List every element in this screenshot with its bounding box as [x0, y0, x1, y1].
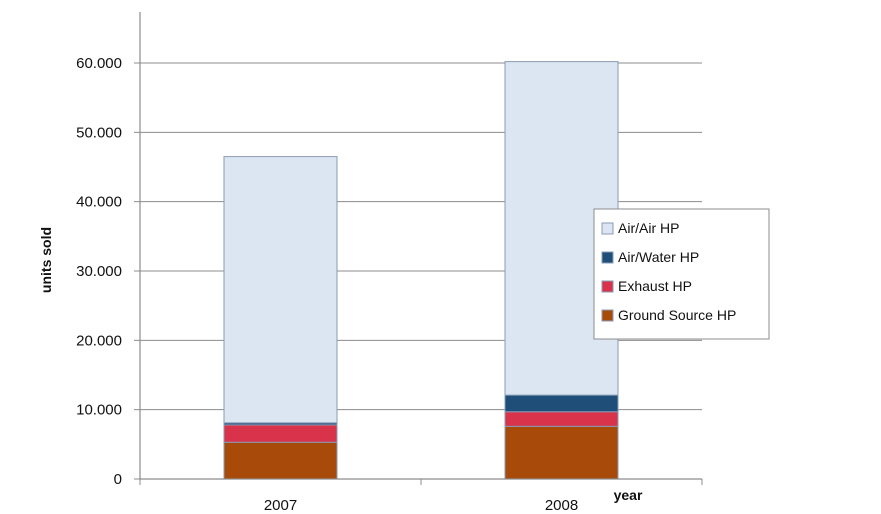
y-tick-label-1: 10.000 — [76, 402, 122, 419]
bar-2008-air-water-hp — [504, 394, 619, 413]
y-tick-label-0: 0 — [114, 471, 122, 488]
x-tick-label-0: 2007 — [264, 497, 297, 514]
legend-swatch-ground-source-hp — [601, 309, 614, 322]
legend: Air/Air HP Air/Water HP Exhaust HP Ground S… — [593, 208, 770, 340]
x-axis-title: year — [614, 487, 643, 503]
y-axis-title: units sold — [38, 227, 54, 293]
y-tick-label-3: 30.000 — [76, 263, 122, 280]
y-tick-label-6: 60.000 — [76, 55, 122, 72]
y-tick-label-2: 20.000 — [76, 332, 122, 349]
bars — [223, 61, 619, 480]
x-tick-labels: 2007 2008 — [264, 497, 578, 514]
legend-label-air-air-hp: Air/Air HP — [618, 220, 679, 236]
bar-2008-ground-source-hp — [504, 425, 619, 480]
bar-2007-ground-source-hp — [223, 441, 338, 480]
bar-2008-exhaust-hp — [504, 411, 619, 427]
legend-label-air-water-hp: Air/Water HP — [618, 249, 699, 265]
legend-box — [593, 208, 770, 340]
legend-swatch-air-water-hp — [601, 251, 614, 264]
axes — [134, 12, 703, 485]
x-tick-label-1: 2008 — [545, 497, 578, 514]
bar-2007-exhaust-hp — [223, 424, 338, 443]
bar-2007-air-air-hp — [223, 156, 338, 424]
legend-swatch-exhaust-hp — [601, 280, 614, 293]
legend-label-ground-source-hp: Ground Source HP — [618, 307, 736, 323]
y-tick-label-4: 40.000 — [76, 194, 122, 211]
legend-label-exhaust-hp: Exhaust HP — [618, 278, 692, 294]
y-tick-labels: 0 10.000 20.000 30.000 40.000 50.000 60.000 — [76, 55, 122, 488]
y-tick-label-5: 50.000 — [76, 124, 122, 141]
legend-swatch-air-air-hp — [601, 222, 614, 235]
